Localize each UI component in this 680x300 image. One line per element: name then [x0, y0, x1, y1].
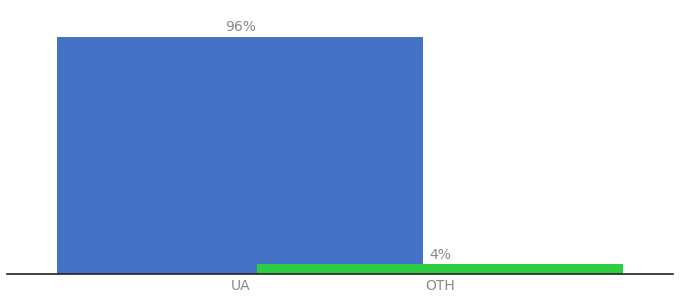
Text: 96%: 96%	[224, 20, 256, 34]
Bar	[257, 264, 623, 274]
Bar	[57, 37, 423, 274]
Text: 4%: 4%	[429, 248, 451, 262]
